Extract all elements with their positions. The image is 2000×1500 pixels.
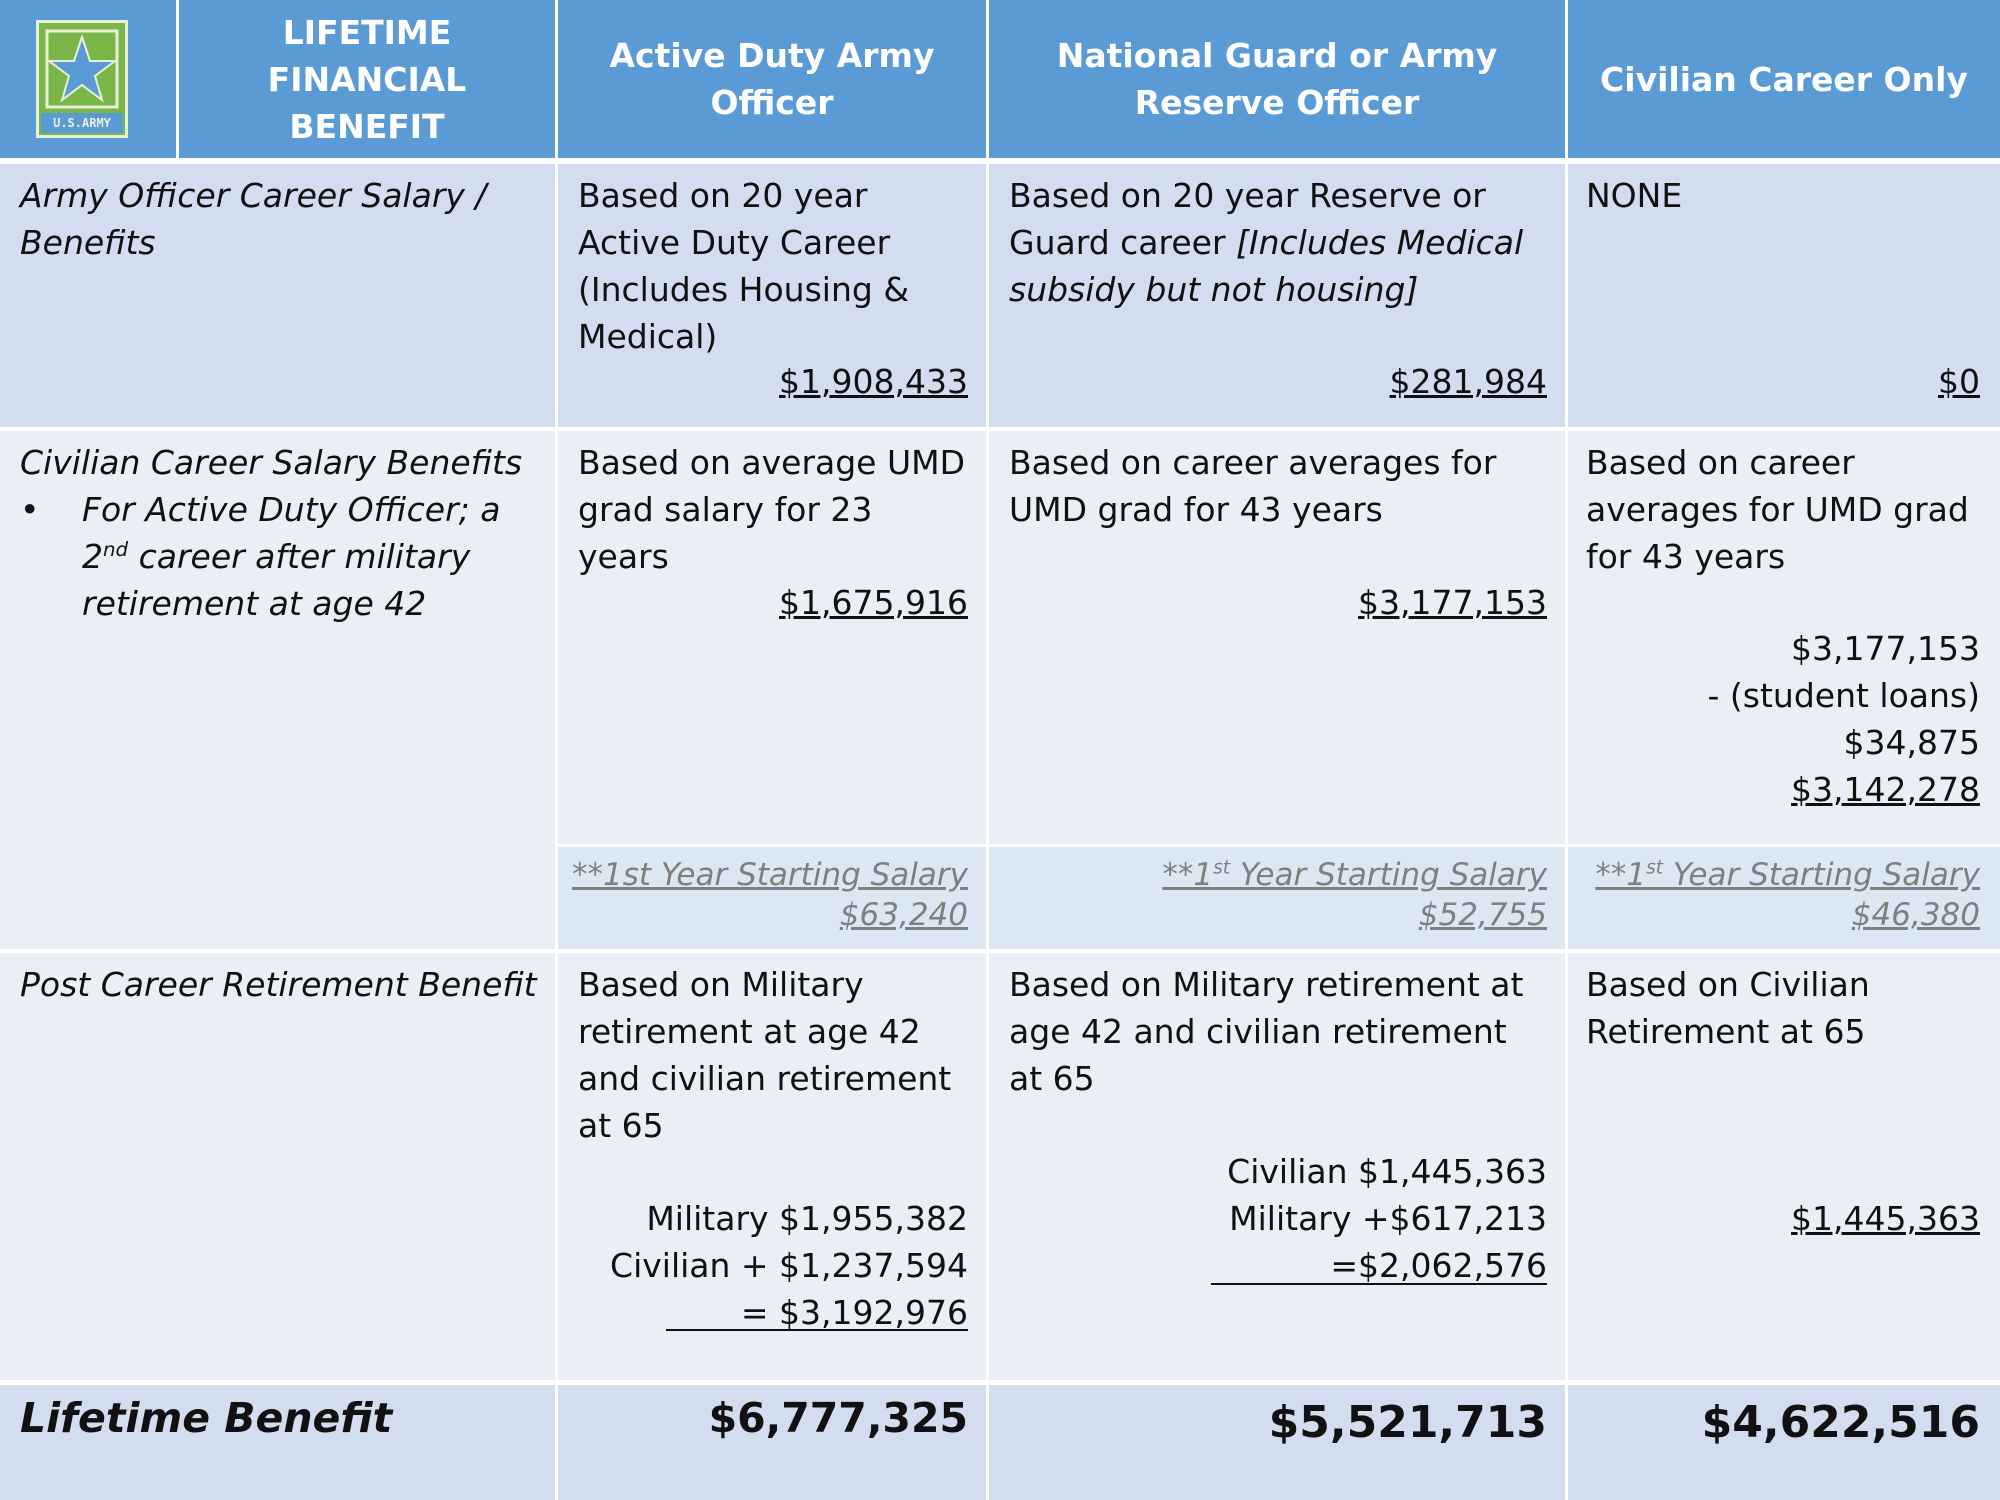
army-logo: U.S.ARMY [36,20,128,138]
row-civ-salary-civilian-line2: - (student loans) [1707,676,1980,715]
bullet-sup: nd [103,538,129,561]
row-civ-salary-guard-amount: $3,177,153 [1358,583,1547,622]
civ-start-prefix: **1 [1595,857,1647,893]
row-salary-guard-desc-italic: [Includes Medical subsidy but not housin… [1009,223,1524,309]
row-civ-salary-label-cell: Civilian Career Salary Benefits • For Ac… [0,431,555,949]
bullet-glyph: • [20,490,40,529]
row-retirement-civilian-desc: Based on Civilian Retirement at 65 [1586,965,1870,1051]
row-salary-active-cell: Based on 20 year Active Duty Career (Inc… [558,164,986,427]
row-starting-civilian-value: $46,380 [1851,897,1980,933]
row-retirement-active-line1: Military $1,955,382 [646,1199,968,1238]
row-civ-salary-civilian-cell: Based on career averages for UMD grad fo… [1568,431,2000,844]
row-salary-civilian-amount: $0 [1938,362,1980,401]
bullet-text-b: career after military retirement at age … [82,537,471,623]
row-civ-salary-civilian-line3: $34,875 [1843,723,1980,762]
row-lifetime-active-total: $6,777,325 [708,1394,968,1442]
row-civ-salary-bullet-text: For Active Duty Officer; a 2nd career af… [82,486,540,627]
civ-start-suffix: Year Starting Salary [1663,857,1980,893]
row-salary-civilian-desc: NONE [1586,176,1683,215]
row-retirement-guard-cell: Based on Military retirement at age 42 a… [989,953,1565,1380]
header-guard-reserve: National Guard or Army Reserve Officer [989,0,1565,158]
row-lifetime-guard-cell: $5,521,713 [989,1385,1565,1500]
guard-start-sup: st [1213,857,1231,879]
header-lifetime-financial-benefit: LIFETIME FINANCIAL BENEFIT [179,0,555,158]
row-salary-label-cell: Army Officer Career Salary / Benefits [0,164,555,427]
row-starting-guard-label: **1st Year Starting Salary [1162,855,1547,895]
row-retirement-active-total: = $3,192,976 [740,1293,968,1332]
row-civ-salary-civilian-total: $3,142,278 [1791,770,1980,809]
row-civ-salary-active-amount: $1,675,916 [779,583,968,622]
row-retirement-guard-rule [1211,1283,1547,1285]
civ-start-sup: st [1646,857,1664,879]
header-col3-title: Civilian Career Only [1600,59,1968,99]
header-col1-title: Active Duty Army Officer [609,36,935,122]
row-lifetime-civilian-cell: $4,622,516 [1568,1385,2000,1500]
row-lifetime-guard-total: $5,521,713 [1268,1397,1547,1448]
row-salary-guard-cell: Based on 20 year Reserve or Guard career… [989,164,1565,427]
row-retirement-label: Post Career Retirement Benefit [20,965,537,1004]
row-civ-salary-civilian-desc: Based on career averages for UMD grad fo… [1586,443,1969,576]
row-starting-civilian-label: **1st Year Starting Salary [1595,855,1980,895]
row-retirement-active-desc: Based on Military retirement at age 42 a… [578,965,952,1145]
row-lifetime-active-cell: $6,777,325 [558,1385,986,1500]
row-salary-active-desc: Based on 20 year Active Duty Career (Inc… [578,176,910,356]
header-civilian-only: Civilian Career Only [1568,0,2000,158]
row-retirement-label-cell: Post Career Retirement Benefit [0,953,555,1380]
row-retirement-guard-desc: Based on Military retirement at age 42 a… [1009,965,1524,1098]
header-col2-title: National Guard or Army Reserve Officer [1056,36,1498,122]
bullet-text-a: For Active Duty Officer; a 2 [82,490,501,576]
row-starting-active-label: **1st Year Starting Salary [572,857,968,893]
row-retirement-civilian-cell: Based on Civilian Retirement at 65 $1,44… [1568,953,2000,1380]
row-salary-guard-desc: Based on 20 year Reserve or Guard career… [1009,172,1529,313]
header-col0-title: LIFETIME FINANCIAL BENEFIT [267,12,467,146]
row-retirement-civilian-amount: $1,445,363 [1791,1199,1980,1238]
row-civ-salary-civilian-line1: $3,177,153 [1791,629,1980,668]
row-retirement-active-rule [666,1329,968,1331]
row-starting-active-value: $63,240 [839,897,968,933]
row-civ-salary-active-desc: Based on average UMD grad salary for 23 … [578,443,966,576]
row-starting-guard-value: $52,755 [1418,897,1547,933]
row-salary-guard-amount: $281,984 [1389,362,1547,401]
header-logo-cell: U.S.ARMY [0,0,176,158]
row-lifetime-civilian-total: $4,622,516 [1701,1397,1980,1448]
row-starting-guard-cell: **1st Year Starting Salary $52,755 [989,847,1565,949]
row-starting-civilian-cell: **1st Year Starting Salary $46,380 [1568,847,2000,949]
row-salary-civilian-cell: NONE $0 [1568,164,2000,427]
row-retirement-active-cell: Based on Military retirement at age 42 a… [558,953,986,1380]
row-civ-salary-label: Civilian Career Salary Benefits [20,443,523,482]
army-star-logo-icon [45,29,119,109]
row-civ-salary-active-cell: Based on average UMD grad salary for 23 … [558,431,986,844]
row-retirement-guard-line2: Military +$617,213 [1229,1199,1547,1238]
row-lifetime-label: Lifetime Benefit [20,1394,393,1442]
row-civ-salary-guard-cell: Based on career averages for UMD grad fo… [989,431,1565,844]
row-lifetime-label-cell: Lifetime Benefit [0,1385,555,1500]
row-starting-active-cell: **1st Year Starting Salary $63,240 [558,847,986,949]
row-retirement-active-line2: Civilian + $1,237,594 [610,1246,968,1285]
guard-start-prefix: **1 [1162,857,1214,893]
row-retirement-guard-total: =$2,062,576 [1330,1246,1547,1285]
guard-start-suffix: Year Starting Salary [1230,857,1547,893]
row-civ-salary-bullet: • For Active Duty Officer; a 2nd career … [20,486,540,627]
row-retirement-guard-line1: Civilian $1,445,363 [1227,1152,1547,1191]
header-active-duty: Active Duty Army Officer [558,0,986,158]
row-salary-guard-desc-plain: Based on 20 year Reserve or Guard career [1009,176,1486,262]
row-salary-label: Army Officer Career Salary / Benefits [20,176,487,262]
row-civ-salary-guard-desc: Based on career averages for UMD grad fo… [1009,443,1497,529]
army-logo-text: U.S.ARMY [41,113,123,133]
row-salary-active-amount: $1,908,433 [779,362,968,401]
